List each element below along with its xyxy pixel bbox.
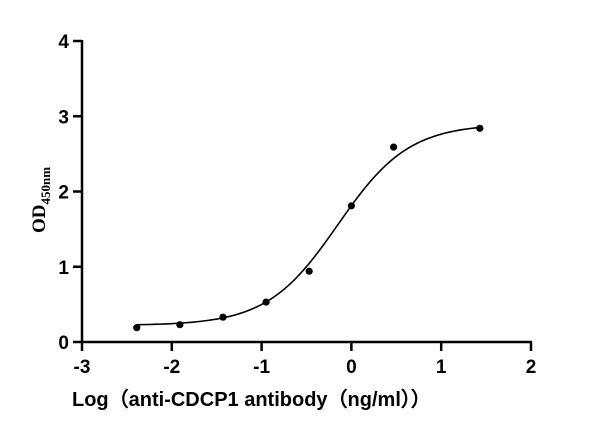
data-point [176,321,184,329]
x-tick-label: 0 [346,357,357,378]
data-point [476,124,484,132]
y-tick-label: 4 [58,32,69,53]
x-tick-label: 2 [526,357,537,378]
x-axis-title: Log（anti-CDCP1 antibody（ng/ml）） [72,388,431,411]
y-tick-label: 2 [58,183,69,204]
y-axis-title-subscript: 450nm [38,167,53,205]
svg-text:OD450nm: OD450nm [29,167,53,233]
y-axis: 0 1 2 3 4 [58,32,84,354]
y-tick-label: 0 [58,333,69,354]
data-point [133,324,141,332]
y-axis-title: OD450nm [29,167,53,233]
y-axis-title-main: OD [29,205,50,234]
data-point [305,267,313,275]
data-point [219,313,227,321]
y-tick-label: 3 [58,107,69,128]
data-point [347,202,355,210]
x-tick-label: 1 [436,357,447,378]
x-tick-label: -3 [74,357,91,378]
data-point [262,298,270,306]
y-tick-label: 1 [58,258,69,279]
fit-curve [136,126,480,326]
x-axis: -3 -2 -1 0 1 2 [74,340,537,378]
data-point [390,143,398,151]
x-tick-label: -1 [253,357,270,378]
data-points [133,124,484,332]
x-tick-label: -2 [163,357,180,378]
